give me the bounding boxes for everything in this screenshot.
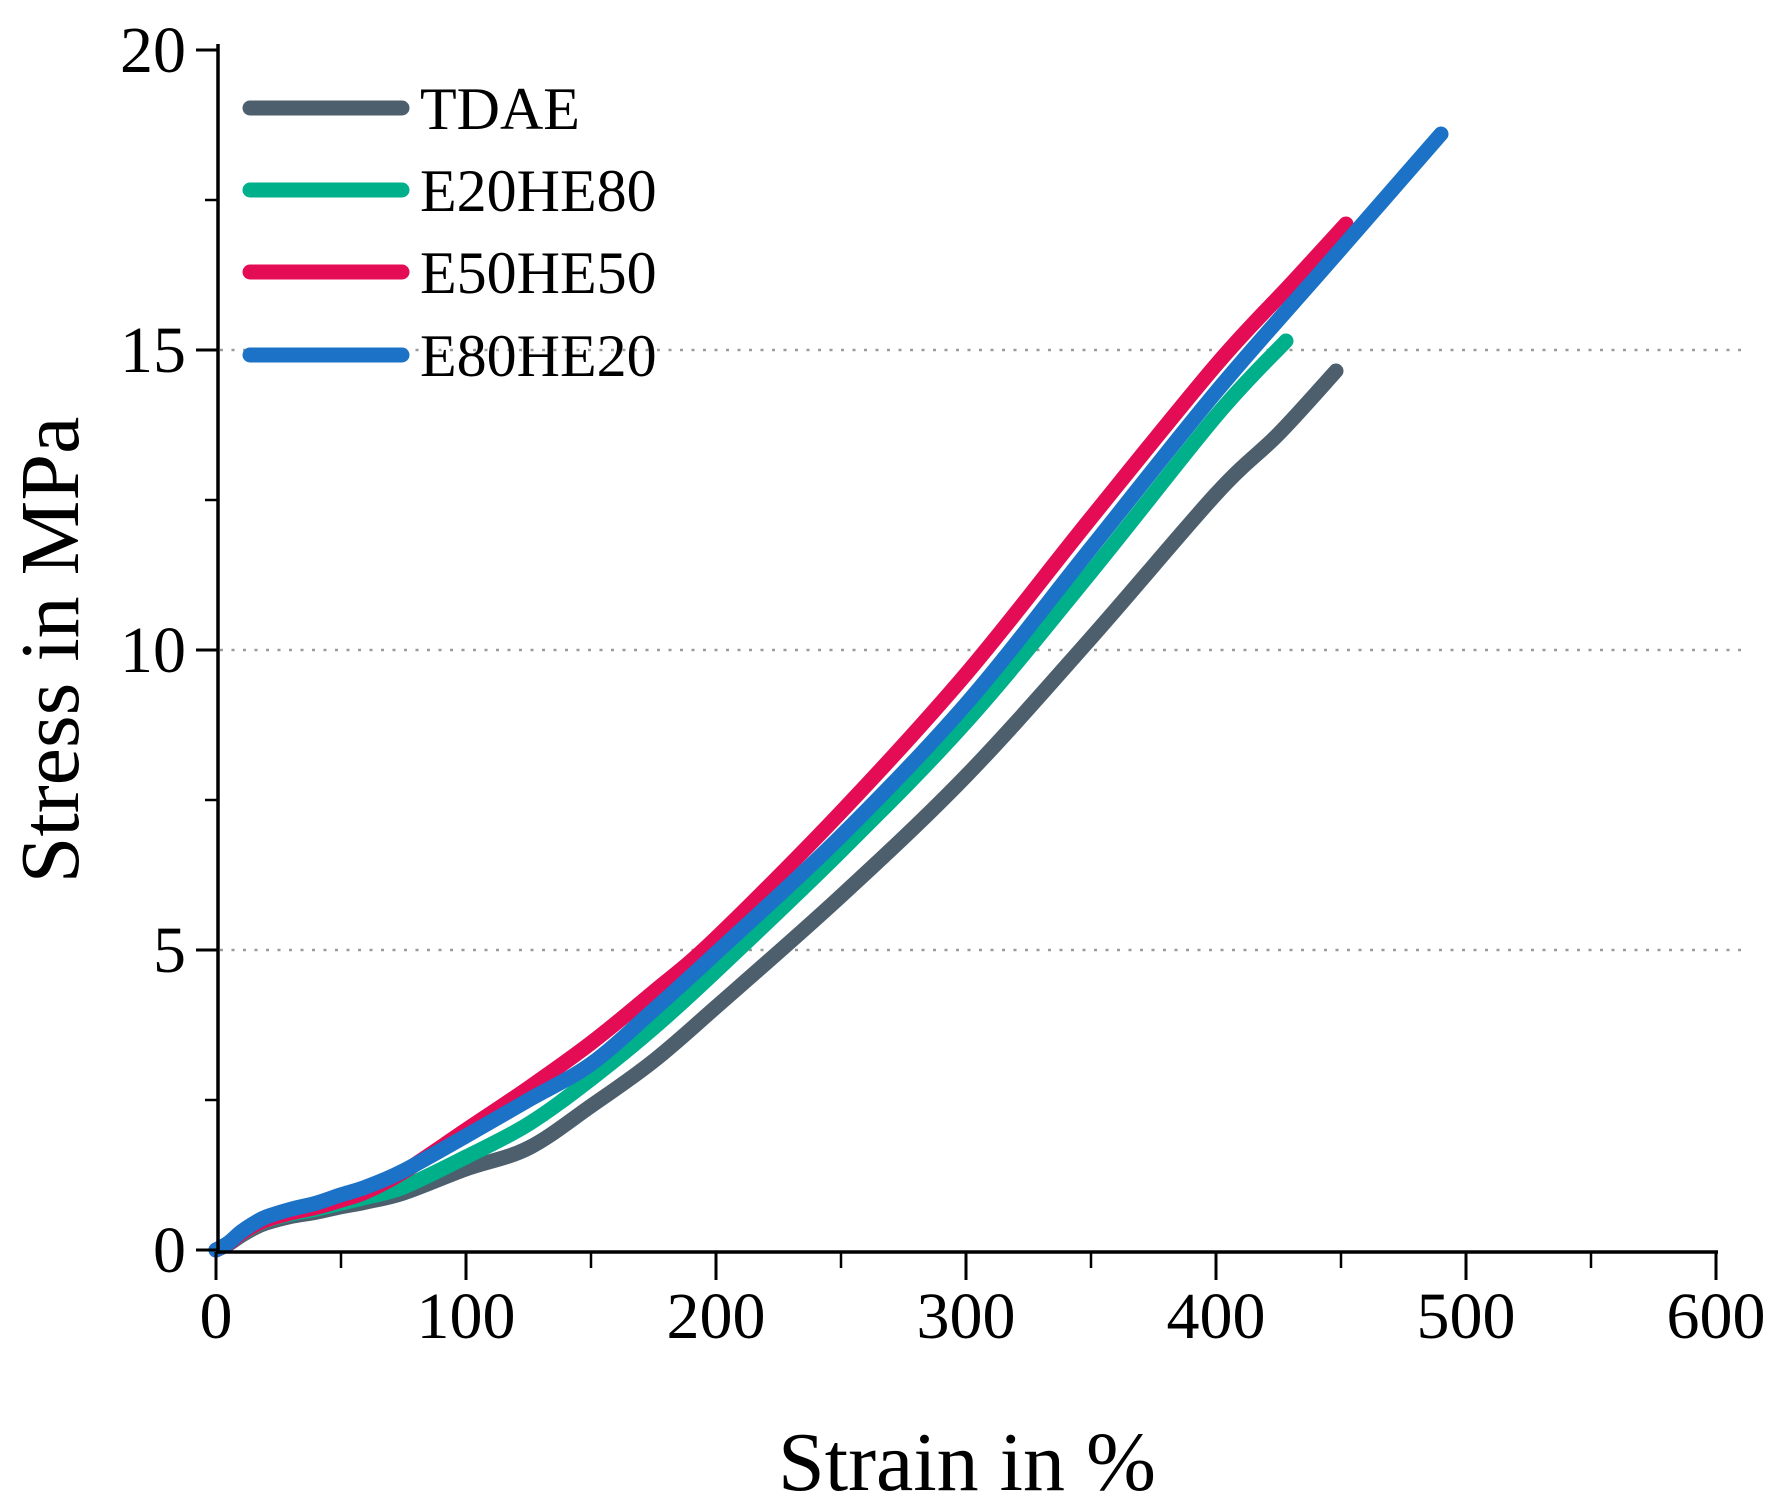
y-tick-label-10: 10 bbox=[120, 614, 186, 687]
axis-ticks bbox=[196, 48, 1718, 1280]
gridlines bbox=[220, 348, 1745, 952]
y-tick-label-5: 5 bbox=[153, 914, 186, 987]
legend-label-e50he50: E50HE50 bbox=[420, 240, 657, 306]
curve-tdae bbox=[208, 363, 1344, 1258]
x-tick-label-300: 300 bbox=[917, 1280, 1016, 1353]
x-tick-label-400: 400 bbox=[1167, 1280, 1266, 1353]
tick-labels: 0 100 200 300 400 500 600 0 5 10 15 20 bbox=[120, 14, 1766, 1353]
y-axis-title: Stress in MPa bbox=[4, 417, 97, 884]
legend-label-e20he80: E20HE80 bbox=[420, 158, 657, 224]
x-axis-title: Strain in % bbox=[778, 1416, 1156, 1502]
curve-e50he50 bbox=[208, 216, 1354, 1258]
legend: TDAE E20HE80 E50HE50 E80HE20 bbox=[242, 76, 657, 389]
data-curves bbox=[208, 126, 1449, 1258]
axes: 0 100 200 300 400 500 600 0 5 10 15 20 bbox=[120, 14, 1766, 1353]
x-tick-label-500: 500 bbox=[1417, 1280, 1516, 1353]
y-tick-label-0: 0 bbox=[153, 1214, 186, 1287]
curve-e80he20 bbox=[208, 126, 1449, 1258]
x-tick-label-600: 600 bbox=[1667, 1280, 1766, 1353]
x-tick-label-200: 200 bbox=[667, 1280, 766, 1353]
y-tick-label-20: 20 bbox=[120, 14, 186, 87]
x-tick-label-0: 0 bbox=[200, 1280, 233, 1353]
legend-label-e80he20: E80HE20 bbox=[420, 323, 657, 389]
x-tick-label-100: 100 bbox=[417, 1280, 516, 1353]
y-tick-label-15: 15 bbox=[120, 314, 186, 387]
legend-label-tdae: TDAE bbox=[420, 76, 580, 142]
